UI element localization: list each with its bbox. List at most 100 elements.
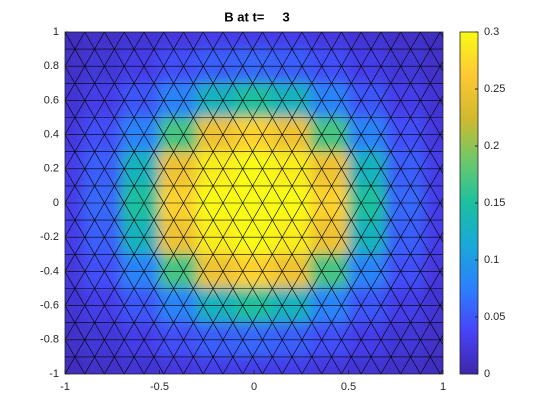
colorbar-swatch <box>460 253 478 257</box>
colorbar-swatch <box>460 125 478 129</box>
colorbar-swatch <box>460 66 478 70</box>
colorbar-swatch <box>460 55 478 60</box>
colorbar-swatch <box>460 264 478 268</box>
colorbar-swatch <box>460 34 478 38</box>
colorbar-swatch <box>460 79 478 84</box>
colorbar-swatch <box>460 58 478 62</box>
field-cell <box>196 356 236 374</box>
colorbar-swatch <box>460 93 478 97</box>
colorbar-swatch <box>460 95 478 100</box>
field-cell <box>83 32 123 50</box>
colorbar-swatch <box>460 322 478 327</box>
colorbar-tick-label: 0.2 <box>484 140 499 152</box>
mesh-line <box>65 32 263 374</box>
colorbar-swatch <box>460 226 478 231</box>
mesh-line <box>360 231 443 374</box>
y-tick-label: 0.4 <box>44 129 59 141</box>
mesh-line <box>222 32 421 374</box>
colorbar-swatch <box>460 39 478 43</box>
colorbar-tick-label: 0.3 <box>484 26 499 38</box>
mesh-line <box>380 32 443 141</box>
colorbar-swatch <box>460 149 478 153</box>
colorbar-swatch <box>460 274 478 279</box>
mesh-line <box>65 32 105 102</box>
colorbar-swatch <box>460 162 478 166</box>
colorbar-swatch <box>460 133 478 137</box>
colorbar-swatch <box>460 371 478 375</box>
y-tick-label: -1 <box>49 368 59 380</box>
mesh-line <box>183 32 382 374</box>
colorbar-swatch <box>460 237 478 241</box>
y-tick-label: 0.2 <box>44 163 59 175</box>
colorbar-swatch <box>460 333 478 337</box>
colorbar-swatch <box>460 314 478 319</box>
colorbar-swatch <box>460 85 478 89</box>
colorbar-swatch <box>460 77 478 81</box>
colorbar-swatch <box>460 296 478 300</box>
colorbar-swatch <box>460 272 478 276</box>
colorbar-swatch <box>460 111 478 116</box>
colorbar-swatch <box>460 298 478 303</box>
colorbar-swatch <box>460 194 478 198</box>
colorbar-swatch <box>460 312 478 316</box>
colorbar-swatch <box>460 218 478 223</box>
colorbar-swatch <box>460 130 478 134</box>
colorbar-swatch <box>460 53 478 57</box>
colorbar-swatch <box>460 330 478 335</box>
mesh-line <box>65 168 184 374</box>
mesh-line <box>65 32 145 170</box>
colorbar-swatch <box>460 74 478 78</box>
colorbar-swatch <box>460 242 478 247</box>
mesh <box>65 32 443 374</box>
colorbar-swatch <box>460 141 478 145</box>
mesh-line <box>341 32 443 209</box>
y-tick-label: 1 <box>53 26 59 38</box>
mesh-line <box>123 32 322 374</box>
colorbar-swatch <box>460 151 478 156</box>
colorbar-swatch <box>460 229 478 233</box>
y-tick-label: -0.4 <box>40 265 59 277</box>
field-cell <box>385 356 425 374</box>
colorbar: 0 0.05 0.1 0.15 0.2 0.25 0.3 <box>459 26 505 380</box>
field-cell <box>83 356 123 374</box>
colorbar-swatch <box>460 261 478 265</box>
y-tick-label: -0.2 <box>40 231 59 243</box>
colorbar-swatch <box>460 181 478 185</box>
field-cell <box>196 32 236 50</box>
mesh-line <box>301 32 443 277</box>
colorbar-swatch <box>460 336 478 340</box>
x-tick-label: -1 <box>60 381 70 393</box>
x-tick-label: 1 <box>440 381 446 393</box>
colorbar-swatch <box>460 309 478 313</box>
colorbar-swatch <box>460 346 478 351</box>
colorbar-swatch <box>460 87 478 92</box>
y-tick-label: -0.6 <box>40 300 59 312</box>
colorbar-swatch <box>460 240 478 244</box>
colorbar-swatch <box>460 224 478 228</box>
colorbar-swatch <box>460 189 478 193</box>
colorbar-swatch <box>460 167 478 172</box>
mesh-line <box>65 99 224 374</box>
mesh-line <box>65 65 243 374</box>
colorbar-swatch <box>460 69 478 73</box>
colorbar-swatch <box>460 31 478 35</box>
field-cell <box>234 356 274 374</box>
colorbar-swatch <box>460 344 478 348</box>
colorbar-swatch <box>460 175 478 180</box>
colorbar-swatch <box>460 277 478 281</box>
colorbar-swatch <box>460 109 478 113</box>
colorbar-swatch <box>460 127 478 132</box>
mesh-line <box>380 265 443 374</box>
colorbar-swatch <box>460 269 478 273</box>
x-tick-label: 0.5 <box>341 381 356 393</box>
colorbar-swatch <box>460 293 478 297</box>
colorbar-swatch <box>460 37 478 41</box>
colorbar-swatch <box>460 354 478 359</box>
colorbar-tick-label: 0 <box>484 368 490 380</box>
mesh-line <box>104 32 303 374</box>
field-cell <box>121 32 160 50</box>
y-tick-label: 0.6 <box>44 94 59 106</box>
colorbar-swatch <box>460 349 478 353</box>
colorbar-swatch <box>460 117 478 121</box>
colorbar-swatch <box>460 61 478 65</box>
